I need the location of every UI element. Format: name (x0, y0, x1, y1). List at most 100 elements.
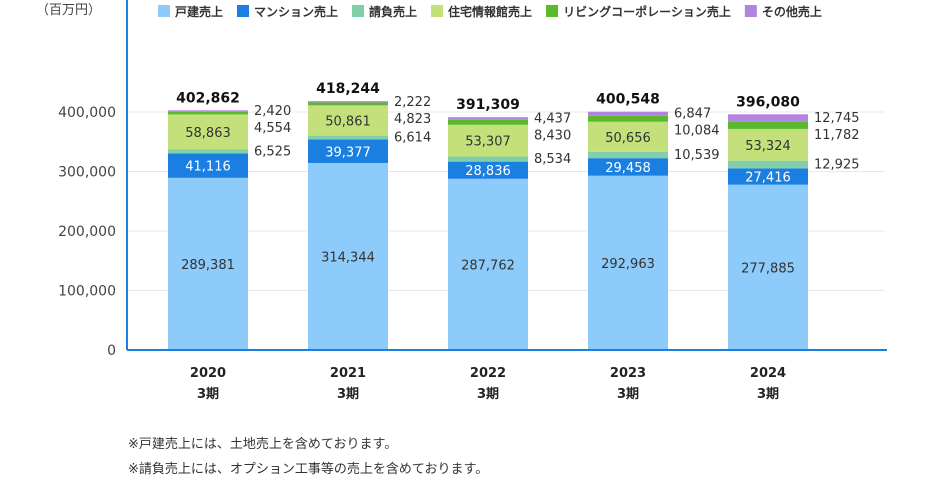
bar-segment-0-4 (168, 111, 248, 115)
bar-segment-3-4 (588, 115, 668, 122)
side-label-4-5: 12,745 (814, 111, 860, 126)
side-label-1-2: 6,614 (394, 131, 431, 146)
y-tick-label-4: 400,000 (58, 105, 116, 121)
side-label-2-5: 4,437 (534, 111, 571, 126)
bar-segment-1-4 (308, 102, 388, 106)
bar-segment-3-0 (588, 175, 668, 350)
x-category-period-0: 3期 (197, 387, 219, 402)
y-tick-label-0: 0 (107, 343, 116, 359)
total-label-0: 402,862 (176, 90, 240, 106)
total-label-1: 418,244 (316, 81, 380, 97)
bar-label-2-3: 53,307 (465, 135, 511, 150)
side-label-3-4: 10,084 (674, 124, 720, 139)
unit-label: （百万円） (36, 3, 101, 18)
total-label-4: 396,080 (736, 94, 800, 110)
bar-segment-0-1 (168, 153, 248, 178)
bar-segment-4-3 (728, 128, 808, 161)
bar-segment-1-5 (308, 101, 388, 103)
legend-label-2: 請負売上 (369, 4, 417, 19)
x-category-period-3: 3期 (617, 387, 639, 402)
bar-segment-1-1 (308, 139, 388, 163)
y-tick-label-2: 200,000 (58, 224, 116, 240)
bar-label-1-1: 39,377 (325, 145, 371, 160)
bar-segment-1-3 (308, 105, 388, 136)
side-label-3-2: 10,539 (674, 148, 720, 163)
side-label-2-2: 8,534 (534, 152, 571, 167)
bar-segment-2-1 (448, 161, 528, 179)
footnote-contract-sales: ※請負売上には、オプション工事等の売上を含めております。 (128, 462, 489, 477)
bar-segment-2-4 (448, 119, 528, 125)
legend-label-4: リビングコーポレーション売上 (563, 4, 731, 19)
bar-segment-2-5 (448, 117, 528, 120)
bar-label-3-0: 292,963 (601, 257, 655, 272)
footnotes: ※戸建売上には、土地売上を含めております。 ※請負売上には、オプション工事等の売… (128, 432, 488, 482)
footnote-house-sales: ※戸建売上には、土地売上を含めております。 (128, 437, 398, 452)
bars: 289,381 41,116 58,863 2,420 4,554 6,525 402,86… (168, 81, 860, 350)
legend-label-5: その他売上 (762, 4, 822, 19)
legend-swatch-4 (546, 5, 559, 17)
side-label-0-4: 4,554 (254, 121, 291, 136)
legend-swatch-0 (158, 5, 170, 17)
bar-label-0-1: 41,116 (185, 160, 231, 175)
legend-swatch-3 (431, 5, 444, 17)
x-category-period-4: 3期 (757, 387, 779, 402)
bar-label-0-0: 289,381 (181, 258, 235, 273)
x-category-period-1: 3期 (337, 387, 359, 402)
bar-segment-0-0 (168, 177, 248, 350)
bar-segment-0-3 (168, 114, 248, 150)
bar-segment-3-3 (588, 121, 668, 152)
x-category-year-4: 2024 (750, 366, 786, 381)
bar-segment-0-2 (168, 149, 248, 154)
x-category-year-2: 2022 (470, 366, 506, 381)
y-tick-label-1: 100,000 (58, 284, 116, 300)
legend-swatch-5 (744, 5, 757, 17)
bar-segment-4-2 (728, 160, 808, 169)
bar-segment-4-0 (728, 184, 808, 350)
x-axis: 2020 3期 2021 3期 2022 3期 2023 3期 2024 3期 (127, 349, 887, 402)
bar-segment-2-3 (448, 124, 528, 157)
y-axis: 0 100,000 200,000 300,000 400,000 (58, 0, 128, 359)
bar-label-4-0: 277,885 (741, 261, 795, 276)
total-label-3: 400,548 (596, 92, 660, 108)
bar-segment-2-2 (448, 156, 528, 162)
side-label-0-5: 2,420 (254, 104, 291, 119)
bar-label-4-1: 27,416 (745, 171, 791, 186)
legend: 戸建売上 マンション売上 請負売上 住宅情報館売上 リビングコーポレーション売上 その他売… (158, 4, 822, 19)
x-category-year-1: 2021 (330, 366, 366, 381)
side-label-1-4: 4,823 (394, 112, 431, 127)
bar-segment-4-1 (728, 168, 808, 185)
bar-segment-3-1 (588, 158, 668, 176)
sales-stacked-bar-chart: （百万円） 戸建売上 マンション売上 請負売上 住宅情報館売上 リビングコーポレーション… (36, 0, 887, 402)
bar-segment-3-5 (588, 111, 668, 116)
legend-swatch-2 (352, 5, 365, 17)
legend-label-3: 住宅情報館売上 (448, 4, 532, 19)
bar-label-1-3: 50,861 (325, 114, 371, 129)
legend-label-1: マンション売上 (254, 4, 338, 19)
bar-label-0-3: 58,863 (185, 126, 231, 141)
bar-label-2-1: 28,836 (465, 164, 511, 179)
x-category-year-0: 2020 (190, 366, 226, 381)
side-label-1-5: 2,222 (394, 95, 431, 110)
bar-segment-0-5 (168, 110, 248, 112)
side-label-4-2: 12,925 (814, 158, 860, 173)
side-label-2-4: 8,430 (534, 128, 571, 143)
bar-label-2-0: 287,762 (461, 258, 515, 273)
legend-swatch-1 (237, 5, 250, 17)
total-label-2: 391,309 (456, 97, 520, 113)
side-label-4-4: 11,782 (814, 128, 860, 143)
bar-segment-2-0 (448, 178, 528, 350)
bar-label-3-1: 29,458 (605, 161, 651, 176)
bar-segment-3-2 (588, 151, 668, 159)
x-category-year-3: 2023 (610, 366, 646, 381)
bar-segment-1-0 (308, 162, 388, 350)
bar-label-4-3: 53,324 (745, 139, 791, 154)
legend-label-0: 戸建売上 (175, 4, 223, 19)
bar-segment-4-4 (728, 121, 808, 129)
bar-label-3-3: 50,656 (605, 131, 651, 146)
y-tick-label-3: 300,000 (58, 165, 116, 181)
bar-segment-4-5 (728, 114, 808, 122)
bar-segment-1-2 (308, 135, 388, 140)
x-category-period-2: 3期 (477, 387, 499, 402)
side-label-3-5: 6,847 (674, 107, 711, 122)
bar-label-1-0: 314,344 (321, 250, 375, 265)
